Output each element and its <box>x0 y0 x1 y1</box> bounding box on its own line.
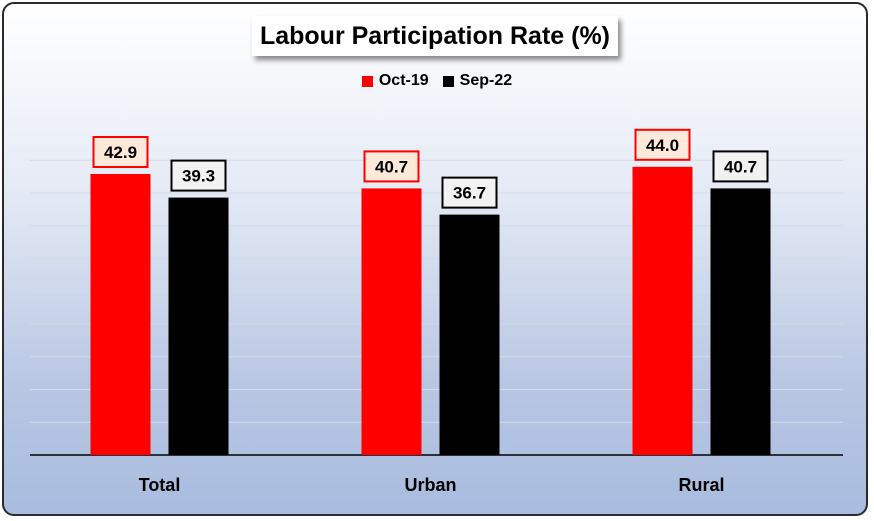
x-tick-label-total: Total <box>139 475 181 495</box>
data-label: 39.3 <box>182 167 215 186</box>
legend-item-series-0: Oct-19 <box>361 72 429 90</box>
x-tick-label-urban: Urban <box>404 475 456 495</box>
legend-label-series-0: Oct-19 <box>378 72 429 89</box>
data-label: 44.0 <box>646 136 679 155</box>
bar-rural-series-1 <box>710 188 771 456</box>
data-label: 40.7 <box>375 157 408 176</box>
data-label-box <box>712 150 769 183</box>
bar-total-series-1 <box>168 197 229 455</box>
data-label: 36.7 <box>453 184 486 203</box>
data-label-box <box>441 176 498 209</box>
data-label: 40.7 <box>724 157 757 176</box>
data-label-box <box>634 128 691 161</box>
bar-urban-series-0 <box>361 188 422 456</box>
legend-label-series-1: Sep-22 <box>459 72 513 89</box>
chart-legend: Oct-19 Sep-22 <box>0 68 874 94</box>
legend-swatch-red-icon <box>361 75 373 87</box>
legend-item-series-1: Sep-22 <box>442 72 513 90</box>
x-tick-label-rural: Rural <box>678 475 724 495</box>
chart-title: Labour Participation Rate (%) <box>259 21 611 50</box>
chart-title-box: Labour Participation Rate (%) <box>252 16 618 56</box>
data-label-box <box>363 150 420 183</box>
bar-total-series-0 <box>90 174 151 455</box>
data-label: 42.9 <box>104 143 137 162</box>
bar-urban-series-1 <box>439 214 500 455</box>
data-label-box <box>92 136 149 169</box>
data-label-box <box>170 159 227 192</box>
bar-rural-series-0 <box>632 166 693 456</box>
legend-swatch-black-icon <box>442 75 454 87</box>
